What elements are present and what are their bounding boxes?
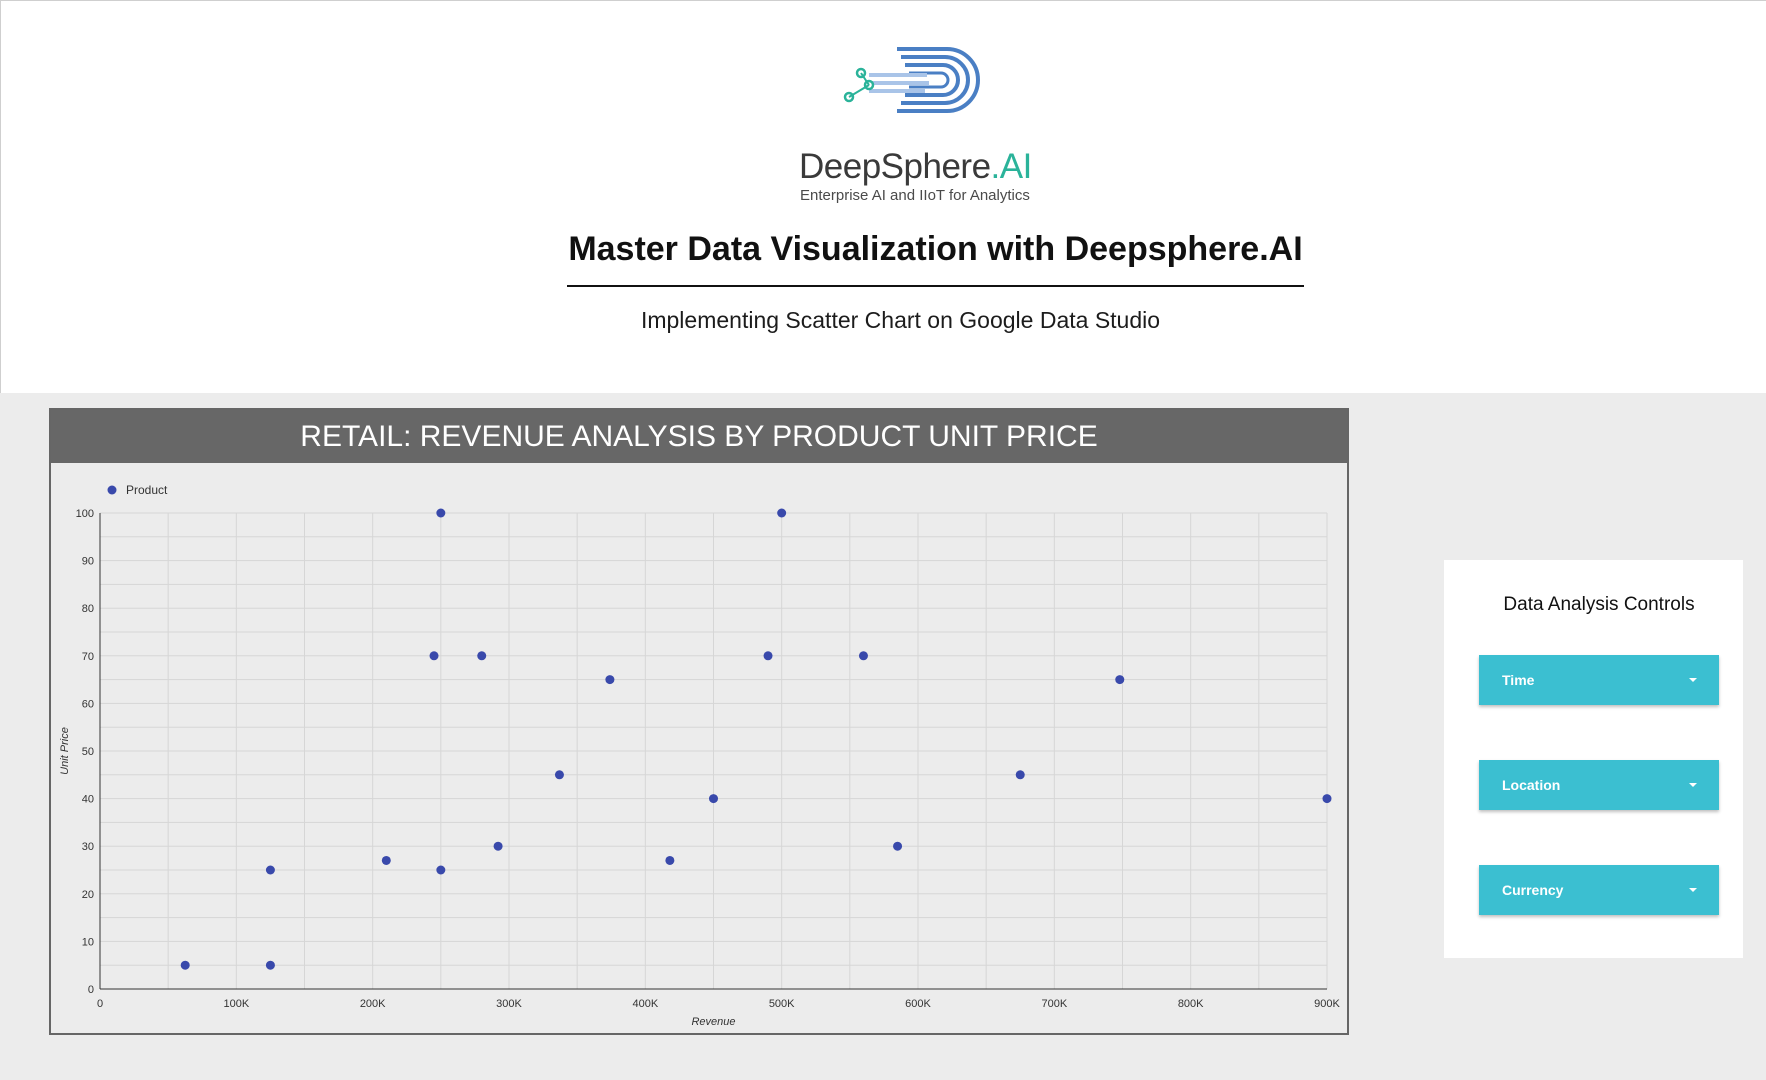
chart-header: RETAIL: REVENUE ANALYSIS BY PRODUCT UNIT…	[51, 410, 1347, 463]
time-dropdown[interactable]: Time	[1479, 655, 1719, 705]
x-tick-label: 600K	[905, 998, 931, 1010]
data-point	[436, 865, 446, 875]
y-tick-label: 30	[82, 841, 94, 853]
data-point	[493, 841, 503, 851]
data-point	[763, 651, 773, 661]
data-point	[893, 841, 903, 851]
title-underline	[567, 285, 1304, 287]
currency-dropdown-label: Currency	[1502, 882, 1564, 898]
y-tick-label: 100	[76, 508, 94, 520]
data-point	[1115, 675, 1125, 685]
legend-label: Product	[126, 483, 168, 497]
data-point	[858, 651, 868, 661]
x-tick-label: 800K	[1178, 998, 1204, 1010]
data-point	[180, 960, 190, 970]
x-tick-label: 0	[97, 998, 103, 1010]
x-tick-label: 300K	[496, 998, 522, 1010]
data-point	[605, 675, 615, 685]
y-tick-label: 0	[88, 984, 94, 996]
data-point	[1322, 794, 1332, 804]
data-point	[1015, 770, 1025, 780]
data-point	[265, 865, 275, 875]
data-analysis-controls-panel: Data Analysis Controls Time Location Cur…	[1444, 560, 1743, 958]
x-axis-title: Revenue	[691, 1016, 735, 1028]
time-dropdown-label: Time	[1502, 672, 1535, 688]
y-tick-label: 80	[82, 603, 94, 615]
chevron-down-icon	[1689, 678, 1697, 682]
scatter-chart[interactable]: 0 100K 200K 300K 400K 500K 600K 700K 800K 900K 0 10…	[51, 463, 1347, 1033]
brand-name-suffix: .AI	[990, 147, 1033, 186]
chevron-down-icon	[1689, 888, 1697, 892]
y-tick-label: 60	[82, 698, 94, 710]
x-tick-label: 900K	[1314, 998, 1340, 1010]
data-point	[477, 651, 487, 661]
data-point	[429, 651, 439, 661]
y-axis-title: Unit Price	[59, 727, 71, 775]
data-point	[709, 794, 718, 804]
page-title: Master Data Visualization with Deepspher…	[568, 230, 1303, 268]
y-tick-label: 50	[82, 746, 94, 758]
legend-marker	[107, 485, 117, 495]
data-point	[777, 508, 787, 518]
data-point	[665, 855, 675, 865]
x-tick-label: 200K	[360, 998, 386, 1010]
scatter-chart-card: RETAIL: REVENUE ANALYSIS BY PRODUCT UNIT…	[49, 408, 1349, 1035]
data-point	[265, 960, 275, 970]
brand-name-main: DeepSphere	[799, 147, 991, 186]
brand-name: DeepSphere.AI	[799, 147, 1039, 187]
x-tick-label: 500K	[769, 998, 795, 1010]
data-point	[436, 508, 446, 518]
brand-tagline: Enterprise AI and IIoT for Analytics	[800, 187, 1030, 204]
location-dropdown[interactable]: Location	[1479, 760, 1719, 810]
y-tick-label: 90	[82, 556, 94, 568]
data-point	[554, 770, 564, 780]
currency-dropdown[interactable]: Currency	[1479, 865, 1719, 915]
page-subtitle: Implementing Scatter Chart on Google Dat…	[640, 307, 1161, 333]
location-dropdown-label: Location	[1502, 777, 1561, 793]
y-tick-label: 70	[82, 651, 94, 663]
y-tick-label: 40	[82, 794, 94, 806]
controls-title: Data Analysis Controls	[1503, 594, 1695, 615]
x-tick-label: 700K	[1041, 998, 1067, 1010]
data-point	[381, 855, 391, 865]
chevron-down-icon	[1689, 783, 1697, 787]
report-header: DeepSphere.AI Enterprise AI and IIoT for…	[0, 0, 1766, 393]
y-tick-label: 10	[82, 936, 94, 948]
y-tick-label: 20	[82, 889, 94, 901]
deepsphere-logo-icon	[843, 47, 980, 113]
x-tick-label: 100K	[223, 998, 249, 1010]
x-tick-label: 400K	[632, 998, 658, 1010]
